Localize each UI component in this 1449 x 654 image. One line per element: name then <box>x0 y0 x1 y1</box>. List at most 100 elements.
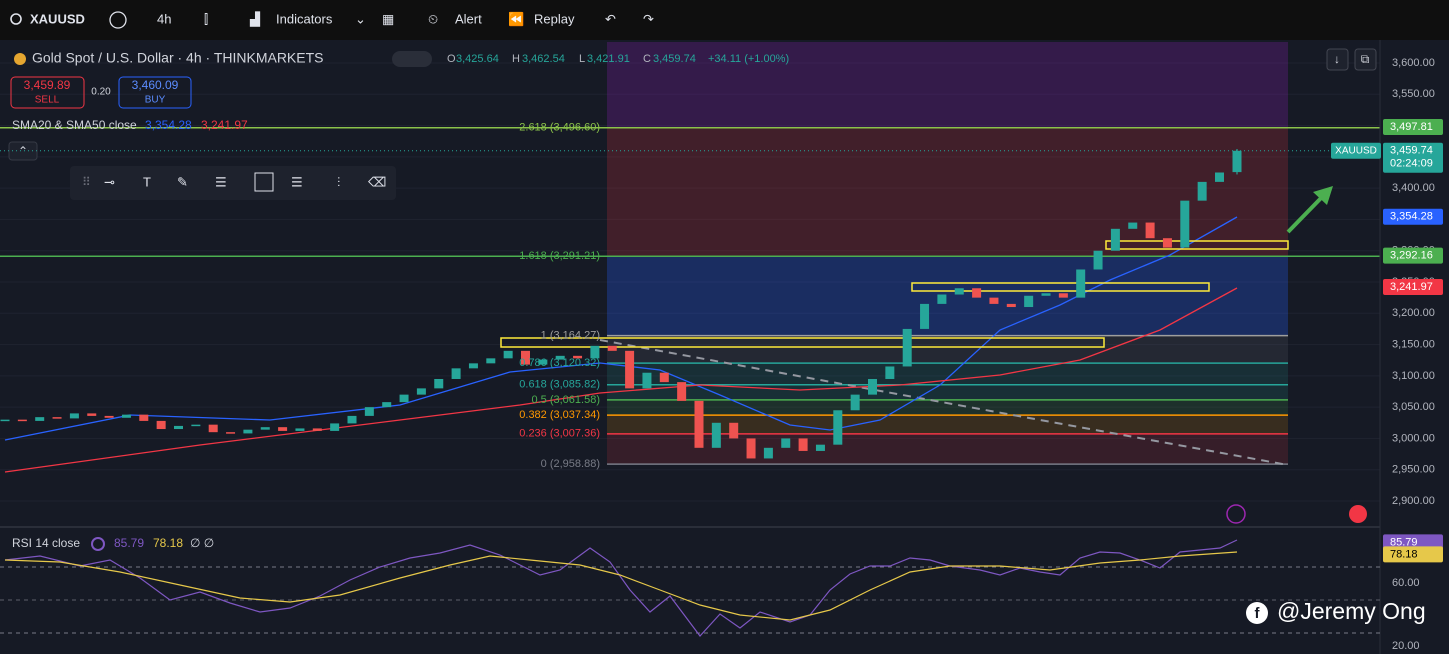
candle-body <box>104 415 114 418</box>
candle-body <box>87 413 97 416</box>
symbol-tag-box <box>1331 142 1381 159</box>
undo-button[interactable]: ↶ <box>605 11 616 26</box>
indicators-button[interactable]: Indicators <box>276 11 333 26</box>
rsi-ma-line <box>4 551 1238 621</box>
candle-body <box>798 438 808 451</box>
candle-body <box>746 438 756 459</box>
fib-label: 2.618 (3,496.60) <box>519 122 600 134</box>
symbol-button[interactable]: XAUUSD <box>30 11 85 26</box>
facebook-glyph: f <box>1255 605 1261 622</box>
candle-body <box>191 424 201 427</box>
candle-body <box>1024 295 1034 308</box>
candle-body <box>885 366 895 379</box>
brush-tool[interactable]: ✎ <box>177 174 188 189</box>
candle-body <box>295 428 305 431</box>
candle-body <box>243 429 253 434</box>
zone-box <box>1105 240 1289 250</box>
fib-band <box>607 363 1288 385</box>
buy-button[interactable] <box>118 76 192 109</box>
alert-button[interactable]: Alert <box>455 11 482 26</box>
news-icon[interactable] <box>1349 505 1367 523</box>
eraser-tool[interactable]: ⌫ <box>368 174 386 189</box>
candle-body <box>868 378 877 395</box>
line-tool[interactable]: ⊸ <box>104 174 115 189</box>
candle-body <box>521 350 530 365</box>
sell-label: SELL <box>35 95 60 106</box>
price-label: 3,497.81 <box>1390 121 1433 133</box>
replay-icon[interactable]: ⏪ <box>508 11 524 26</box>
price-tick-label: 3,550.00 <box>1392 88 1435 100</box>
price-tick-label: 3,100.00 <box>1392 370 1435 382</box>
fib-band <box>607 433 1288 465</box>
drag-handle[interactable]: ⠿ <box>82 175 91 189</box>
fullscreen-button[interactable] <box>1354 48 1377 71</box>
price-label: 3,354.28 <box>1390 211 1433 223</box>
price-label-box <box>1383 279 1443 296</box>
candle-body <box>642 372 652 389</box>
candle-body <box>312 428 322 431</box>
candle-body <box>156 420 166 430</box>
fullscreen-icon: ⧉ <box>1361 52 1370 66</box>
indicators-icon[interactable]: ▟ <box>249 10 261 27</box>
high-label: H <box>512 53 520 65</box>
candle-body <box>226 432 236 434</box>
candle-body <box>139 414 149 421</box>
fib-band <box>607 256 1288 336</box>
candle-body <box>382 402 392 408</box>
sell-button[interactable] <box>10 76 85 109</box>
scroll-button[interactable] <box>1326 48 1349 71</box>
rsi-axis-label: 85.79 <box>1390 536 1418 548</box>
candle-body <box>174 425 183 430</box>
redo-button[interactable]: ↷ <box>643 11 654 26</box>
chart-type-button[interactable]: ⫿ <box>204 11 208 26</box>
event-icon[interactable] <box>1226 504 1246 524</box>
price-label-box <box>1383 247 1443 264</box>
candle-body <box>364 407 374 416</box>
toolbar <box>0 0 1449 40</box>
last-price-box <box>1383 142 1443 173</box>
price-tick-label: 2,950.00 <box>1392 464 1435 476</box>
rect-tool[interactable] <box>254 172 274 192</box>
symbol-title: Gold Spot / U.S. Dollar · 4h · THINKMARK… <box>32 50 324 66</box>
zone-box <box>500 337 1105 348</box>
price-tick-label: 3,000.00 <box>1392 432 1435 444</box>
rsi-label-box <box>1383 546 1443 563</box>
rsi-value: 85.79 <box>114 536 144 550</box>
candle-body <box>451 368 461 379</box>
candle-body <box>1232 150 1242 173</box>
collapse-icon: ⌃ <box>18 144 28 158</box>
fib-band <box>607 335 1288 364</box>
text-tool[interactable]: T <box>143 174 151 189</box>
candle-body <box>573 355 583 359</box>
rsi-tick-label: 60.00 <box>1392 577 1420 589</box>
sma-name: SMA20 & SMA50 close <box>12 118 137 132</box>
candle-body <box>607 345 617 351</box>
replay-button[interactable]: Replay <box>534 11 575 26</box>
candle-body <box>815 444 825 451</box>
candles <box>0 149 1242 459</box>
candle-body <box>1041 293 1051 296</box>
candle-body <box>1128 222 1138 229</box>
compare-button[interactable] <box>109 11 127 29</box>
fib-tool[interactable]: ☰ <box>215 174 227 189</box>
price-tick-label: 2,900.00 <box>1392 495 1435 507</box>
fib-band <box>607 127 1288 257</box>
indicators-dropdown[interactable]: ⌄ <box>355 11 366 26</box>
fib-zone <box>0 42 1380 465</box>
candle-body <box>1093 250 1103 270</box>
interval-button[interactable]: 4h <box>157 11 171 26</box>
fib-band <box>607 399 1288 416</box>
candle-body <box>694 400 704 448</box>
candle-body <box>1076 269 1086 298</box>
buy-label: BUY <box>145 95 166 106</box>
search-icon[interactable] <box>10 13 22 25</box>
alert-icon[interactable]: ⏲ <box>428 11 438 26</box>
layouts-button[interactable]: ▦ <box>382 11 394 26</box>
candle-body <box>1162 238 1172 248</box>
rsi-settings-icon[interactable] <box>91 537 105 551</box>
candle-body <box>625 350 635 389</box>
candle-body <box>781 438 791 448</box>
marker-tool[interactable]: ⫶ <box>337 174 340 189</box>
settings-tool[interactable]: ☰ <box>291 174 303 189</box>
